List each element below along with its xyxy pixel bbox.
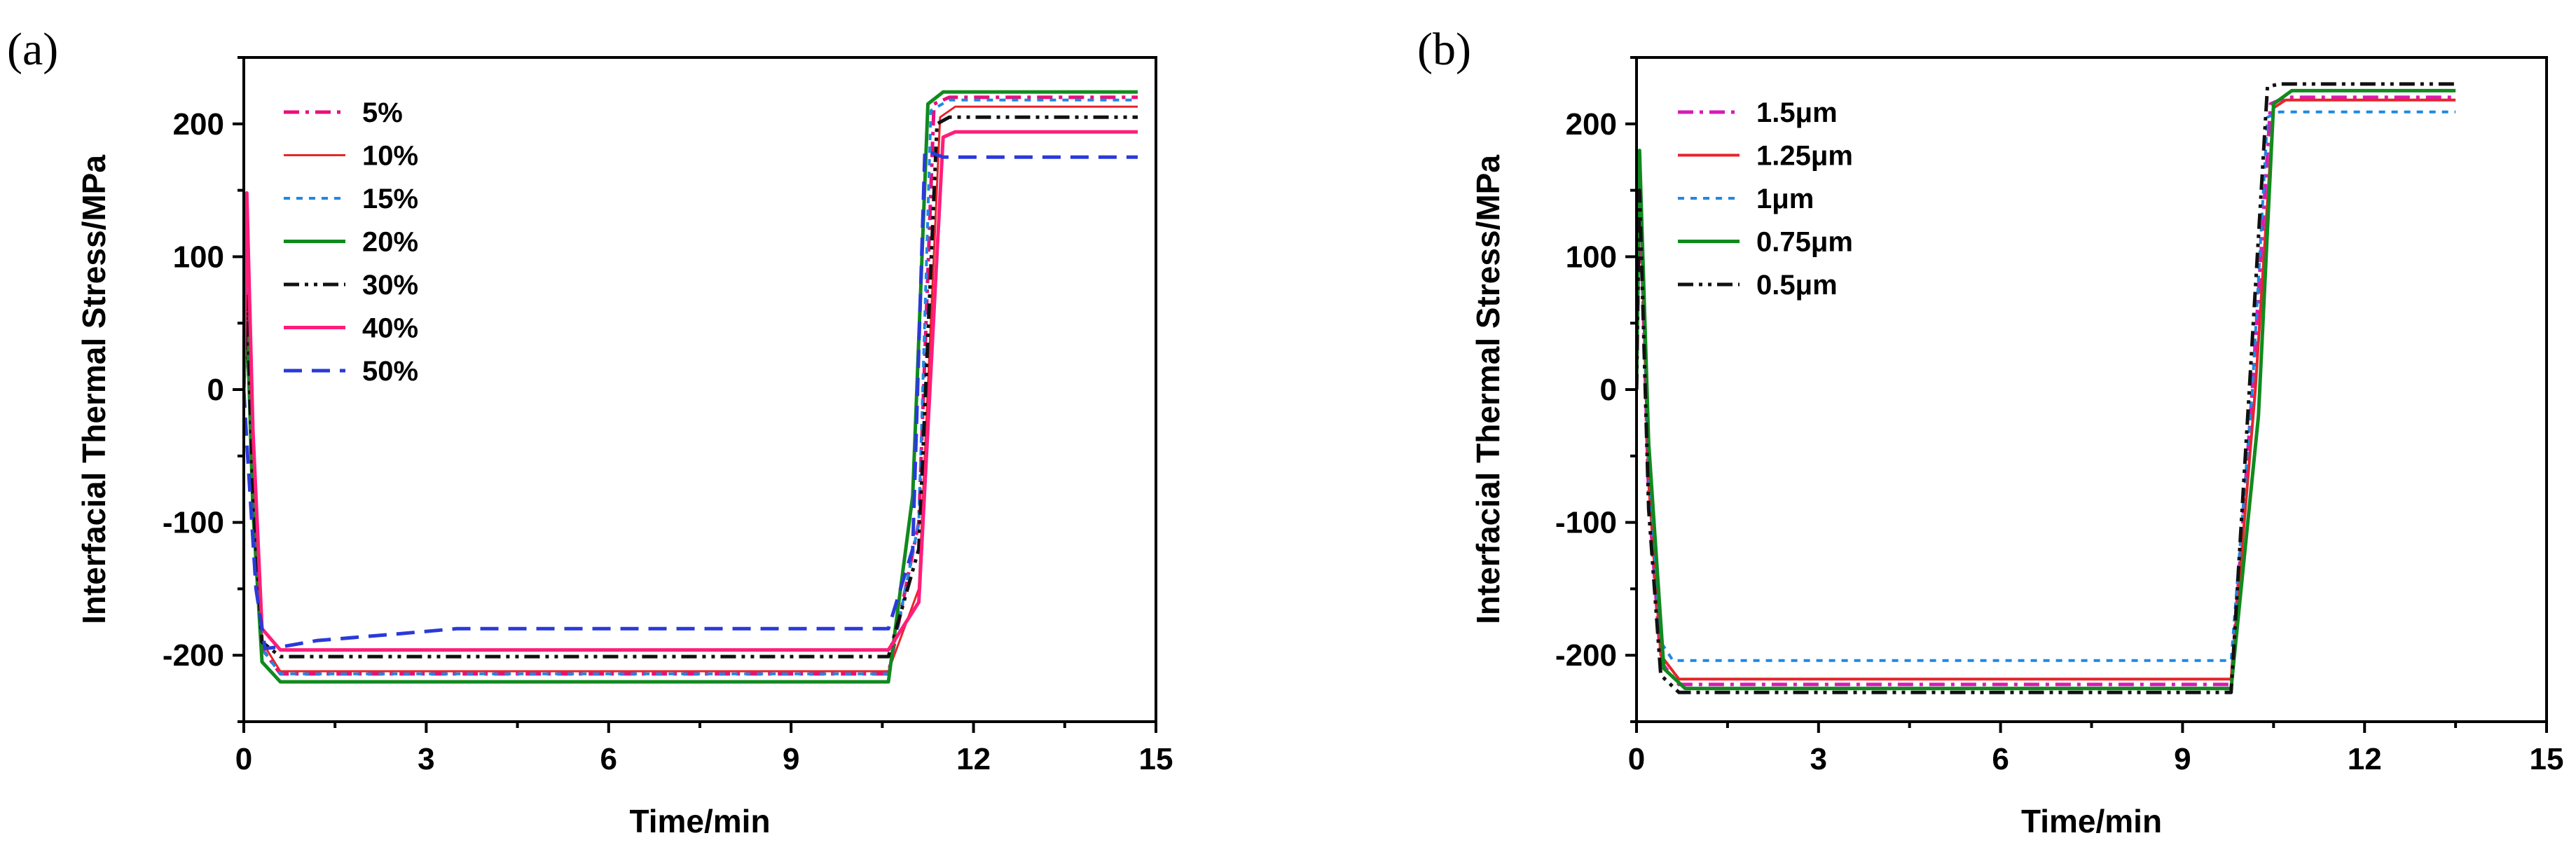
legend-label: 50% bbox=[362, 356, 418, 387]
legend-item-0-75um: 0.75μm bbox=[1678, 227, 1853, 258]
legend-item-1-25um: 1.25μm bbox=[1678, 141, 1853, 172]
x-tick-label: 0 bbox=[235, 742, 252, 776]
series-line-20pct bbox=[244, 90, 1138, 684]
y-tick-label: 100 bbox=[1566, 240, 1617, 274]
y-tick-label: -100 bbox=[1555, 506, 1617, 540]
legend-label: 5% bbox=[362, 97, 403, 128]
panel-a: (a) 0 3 6 9 12 15 -200 -100 0 100 200 Time/min Interf… bbox=[7, 24, 1173, 839]
legend-label: 10% bbox=[362, 141, 418, 172]
x-tick-label: 6 bbox=[600, 742, 617, 776]
legend-label: 0.75μm bbox=[1756, 227, 1853, 258]
series-group bbox=[244, 90, 1138, 684]
legend-item-5pct: 5% bbox=[284, 97, 403, 128]
y-tick-label: 0 bbox=[207, 373, 224, 407]
y-tick-label: -100 bbox=[163, 506, 224, 540]
legend-label: 1μm bbox=[1756, 184, 1814, 214]
x-tick-label: 6 bbox=[1992, 742, 2009, 776]
series-line-15pct bbox=[244, 98, 1138, 675]
panel-b: (b) 0 3 6 9 12 15 -200 -100 0 100 200 Time/min Interf… bbox=[1417, 24, 2563, 839]
panel-label: (a) bbox=[7, 24, 58, 75]
legend-label: 0.5μm bbox=[1756, 270, 1838, 301]
legend-item-1um: 1μm bbox=[1678, 184, 1814, 214]
x-tick-label: 3 bbox=[1810, 742, 1827, 776]
y-tick-label: -200 bbox=[1555, 638, 1617, 673]
y-tick-label: 100 bbox=[173, 240, 224, 274]
series-line-40pct bbox=[244, 130, 1138, 652]
y-tick-label: 200 bbox=[173, 107, 224, 142]
y-axis-title: Interfacial Thermal Stress/MPa bbox=[1470, 155, 1506, 624]
x-tick-label: 12 bbox=[956, 742, 991, 776]
series-group bbox=[1637, 82, 2456, 694]
legend-item-40pct: 40% bbox=[284, 313, 418, 344]
legend-label: 1.25μm bbox=[1756, 141, 1853, 172]
legend-label: 40% bbox=[362, 313, 418, 344]
legend-item-20pct: 20% bbox=[284, 227, 418, 258]
x-tick-label: 9 bbox=[783, 742, 799, 776]
y-tick-label: 200 bbox=[1566, 107, 1617, 142]
legend-item-50pct: 50% bbox=[284, 356, 418, 387]
x-tick-label: 3 bbox=[418, 742, 434, 776]
legend-item-0-5um: 0.5μm bbox=[1678, 270, 1838, 301]
series-line-0-5um bbox=[1637, 82, 2456, 694]
legend-label: 30% bbox=[362, 270, 418, 301]
series-line-50pct bbox=[244, 149, 1138, 651]
y-tick-label: 0 bbox=[1600, 373, 1617, 407]
x-tick-label: 15 bbox=[1139, 742, 1173, 776]
legend-label: 15% bbox=[362, 184, 418, 214]
x-tick-label: 15 bbox=[2530, 742, 2564, 776]
legend-label: 1.5μm bbox=[1756, 97, 1838, 128]
legend-item-15pct: 15% bbox=[284, 184, 418, 214]
legend: 5% 10% 15% 20% 30% 40% 50% bbox=[284, 97, 418, 387]
legend-label: 20% bbox=[362, 227, 418, 258]
legend: 1.5μm 1.25μm 1μm 0.75μm 0.5μm bbox=[1678, 97, 1853, 301]
legend-item-30pct: 30% bbox=[284, 270, 418, 301]
panel-label: (b) bbox=[1417, 24, 1471, 75]
x-axis-title: Time/min bbox=[629, 803, 770, 839]
series-line-30pct bbox=[244, 115, 1138, 659]
series-line-0-75um bbox=[1637, 88, 2456, 691]
y-tick-label: -200 bbox=[163, 638, 224, 673]
x-tick-label: 9 bbox=[2174, 742, 2191, 776]
x-tick-label: 0 bbox=[1628, 742, 1645, 776]
legend-item-1-5um: 1.5μm bbox=[1678, 97, 1838, 128]
y-axis-title: Interfacial Thermal Stress/MPa bbox=[76, 155, 112, 624]
x-tick-label: 12 bbox=[2348, 742, 2382, 776]
x-axis-title: Time/min bbox=[2021, 803, 2162, 839]
legend-item-10pct: 10% bbox=[284, 141, 418, 172]
